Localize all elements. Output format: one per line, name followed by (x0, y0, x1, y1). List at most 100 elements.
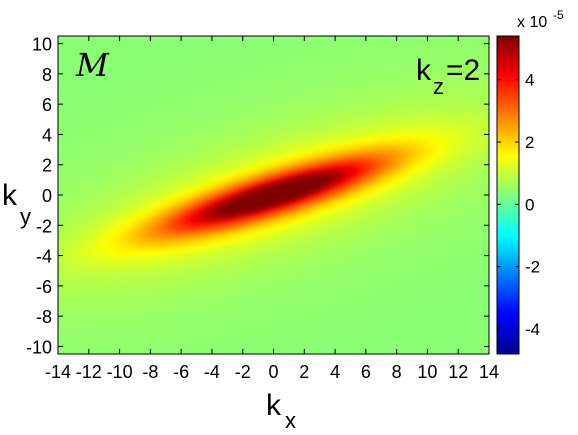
heatmap-cell (233, 99, 238, 104)
heatmap-cell (193, 177, 198, 182)
heatmap-cell (112, 57, 118, 62)
heatmap-cell (149, 138, 154, 143)
heatmap-cell (83, 216, 88, 221)
heatmap-cell (94, 142, 99, 147)
heatmap-cell (142, 311, 147, 316)
heatmap-cell (174, 315, 180, 320)
heatmap-cell (116, 39, 121, 44)
heatmap-cell (236, 103, 242, 108)
heatmap-cell (98, 262, 103, 267)
heatmap-cell (101, 71, 107, 76)
heatmap-cell (233, 170, 238, 175)
heatmap-cell (178, 233, 183, 238)
heatmap-cell (90, 110, 96, 115)
heatmap-cell (211, 117, 216, 122)
heatmap-cell (233, 339, 238, 344)
heatmap-cell (226, 92, 231, 97)
heatmap-cell (163, 85, 169, 90)
heatmap-cell (211, 134, 216, 140)
heatmap-cell (68, 124, 74, 129)
heatmap-cell (127, 230, 132, 235)
heatmap-cell (178, 187, 183, 193)
heatmap-cell (226, 177, 231, 182)
heatmap-cell (116, 329, 121, 334)
heatmap-cell (258, 138, 264, 143)
heatmap-cell (185, 177, 191, 182)
heatmap-cell (90, 339, 96, 344)
heatmap-cell (123, 159, 128, 164)
heatmap-cell (229, 74, 234, 79)
heatmap-cell (65, 113, 70, 118)
heatmap-cell (90, 269, 96, 274)
heatmap-cell (112, 50, 118, 55)
heatmap-cell (58, 265, 63, 270)
heatmap-cell (156, 92, 161, 97)
heatmap-cell (229, 223, 234, 228)
heatmap-cell (174, 265, 180, 270)
heatmap-cell (98, 71, 103, 76)
heatmap-cell (229, 163, 234, 168)
heatmap-cell (138, 149, 143, 154)
heatmap-cell (215, 159, 220, 164)
heatmap-cell (218, 46, 223, 51)
heatmap-cell (247, 106, 253, 111)
heatmap-cell (174, 279, 180, 284)
heatmap-cell (174, 293, 180, 299)
heatmap-cell (112, 156, 118, 161)
heatmap-cell (229, 156, 234, 161)
heatmap-cell (182, 315, 187, 320)
heatmap-cell (178, 120, 183, 125)
heatmap-cell (258, 67, 264, 72)
heatmap-cell (178, 127, 183, 132)
heatmap-cell (152, 343, 158, 348)
heatmap-cell (207, 212, 212, 217)
heatmap-cell (185, 202, 191, 207)
heatmap-cell (142, 251, 147, 256)
heatmap-cell (247, 163, 253, 168)
heatmap-cell (226, 166, 231, 171)
heatmap-cell (134, 195, 139, 200)
heatmap-cell (222, 166, 227, 171)
heatmap-cell (105, 301, 110, 306)
heatmap-cell (229, 212, 234, 217)
heatmap-cell (244, 67, 249, 72)
heatmap-cell (123, 131, 128, 136)
heatmap-cell (152, 339, 158, 344)
heatmap-cell (185, 251, 191, 256)
heatmap-cell (105, 187, 110, 193)
heatmap-cell (236, 57, 242, 62)
heatmap-cell (204, 127, 209, 132)
heatmap-cell (240, 120, 245, 125)
heatmap-cell (58, 216, 63, 221)
heatmap-cell (120, 311, 125, 316)
heatmap-cell (68, 43, 74, 48)
heatmap-cell (171, 110, 176, 115)
heatmap-cell (76, 173, 81, 178)
heatmap-cell (123, 163, 128, 168)
heatmap-cell (131, 110, 136, 115)
heatmap-cell (142, 202, 147, 207)
heatmap-cell (90, 290, 96, 295)
heatmap-cell (255, 124, 260, 129)
heatmap-cell (61, 219, 66, 224)
heatmap-cell (222, 258, 227, 263)
heatmap-cell (211, 304, 216, 309)
heatmap-cell (171, 142, 176, 147)
heatmap-cell (72, 297, 77, 302)
heatmap-cell (127, 265, 132, 270)
heatmap-cell (211, 343, 216, 348)
heatmap-cell (105, 293, 110, 299)
heatmap-cell (171, 138, 176, 143)
heatmap-cell (167, 336, 172, 341)
heatmap-cell (145, 60, 150, 65)
heatmap-cell (109, 74, 114, 79)
heatmap-cell (145, 64, 150, 69)
heatmap-cell (222, 117, 227, 122)
heatmap-cell (167, 134, 172, 140)
heatmap-cell (163, 96, 169, 101)
heatmap-cell (215, 325, 220, 330)
heatmap-cell (156, 46, 161, 51)
heatmap-cell (142, 67, 147, 72)
heatmap-field (58, 36, 489, 354)
heatmap-cell (123, 240, 128, 246)
